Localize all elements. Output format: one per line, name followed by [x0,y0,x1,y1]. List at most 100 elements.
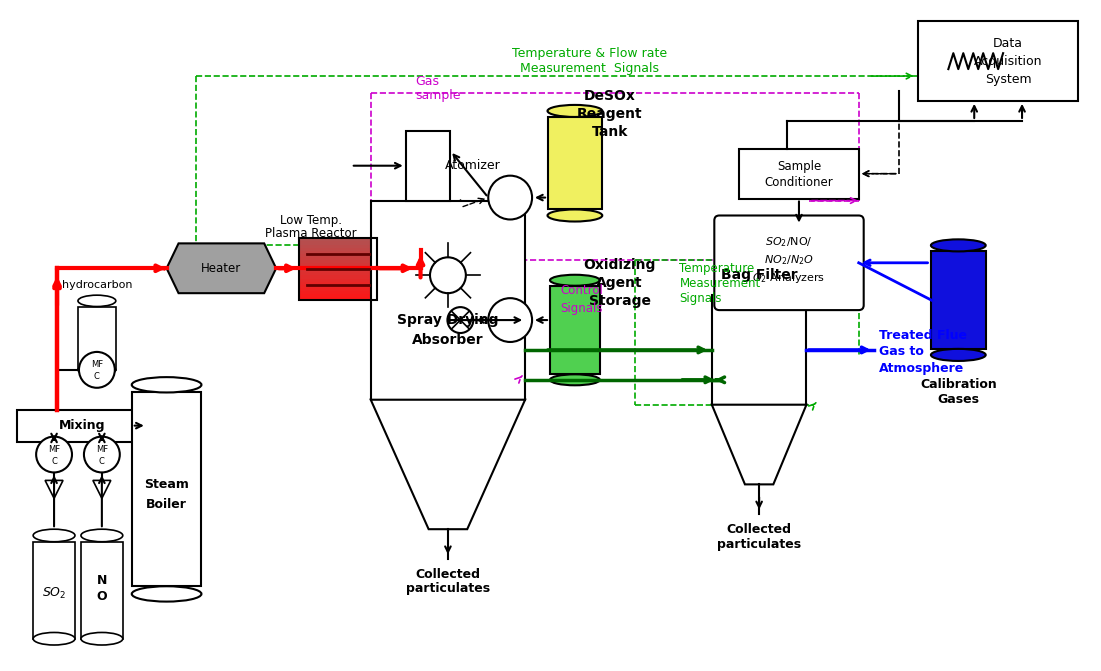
Text: Sample: Sample [777,160,821,173]
Text: Treated Flue: Treated Flue [879,329,967,342]
Text: DeSOx: DeSOx [584,89,635,103]
Bar [405,131,450,201]
Bar [299,254,377,257]
Bar [550,286,600,374]
Ellipse shape [931,240,985,252]
Bar [78,307,116,370]
Text: Collected: Collected [415,568,480,580]
Bar [299,297,377,300]
Text: Tank: Tank [591,125,628,139]
Bar [371,201,525,400]
Text: Storage: Storage [589,294,651,308]
Ellipse shape [78,295,116,307]
Bar [299,294,377,297]
Text: Absorber: Absorber [412,333,483,347]
Ellipse shape [550,374,600,385]
Ellipse shape [132,377,201,393]
Bar [299,278,377,282]
Bar [299,269,377,272]
Polygon shape [45,480,63,499]
Text: Gas: Gas [415,74,439,87]
Bar [299,266,377,269]
Text: C: C [99,457,105,466]
Bar [712,295,806,405]
Text: C: C [94,372,100,381]
Text: Atmosphere: Atmosphere [879,362,963,375]
Text: Collected: Collected [727,523,792,535]
Text: particulates: particulates [406,582,490,595]
Text: MF: MF [48,445,61,454]
Bar [299,282,377,285]
Text: sample: sample [415,89,461,103]
Text: Atomizer: Atomizer [445,159,501,172]
Text: Bag Filter: Bag Filter [721,268,797,282]
Ellipse shape [81,529,123,541]
Text: Acquisition: Acquisition [974,54,1043,68]
Text: Signals: Signals [679,292,722,305]
Text: System: System [984,72,1032,86]
Text: hydrocarbon: hydrocarbon [62,280,132,291]
Circle shape [430,257,466,293]
Ellipse shape [81,633,123,645]
Ellipse shape [33,529,75,541]
Bar [299,260,377,263]
Text: Data: Data [993,37,1023,50]
FancyBboxPatch shape [715,215,863,310]
Circle shape [447,307,473,333]
Bar [299,238,377,300]
Bar [299,248,377,251]
Text: Signals: Signals [560,301,602,315]
Bar [931,252,985,349]
Circle shape [79,352,115,388]
Text: Measurement: Measurement [679,276,761,290]
Bar [299,272,377,276]
Polygon shape [166,244,276,293]
Text: Plasma Reactor: Plasma Reactor [265,227,357,240]
Circle shape [488,176,532,219]
Polygon shape [92,480,111,499]
Ellipse shape [931,349,985,361]
Ellipse shape [132,586,201,602]
Bar [132,393,201,586]
Text: $SO_2$/NO/: $SO_2$/NO/ [765,236,813,250]
Text: Boiler: Boiler [146,498,187,511]
Bar [299,276,377,278]
Ellipse shape [78,364,116,376]
Text: Temperature: Temperature [679,262,754,275]
Text: Low Temp.: Low Temp. [280,214,342,227]
Text: Measurement  Signals: Measurement Signals [521,62,659,74]
Bar [918,21,1078,101]
Text: Steam: Steam [144,478,189,491]
Polygon shape [371,400,525,529]
Text: Temperature & Flow rate: Temperature & Flow rate [512,47,667,60]
Bar [299,291,377,294]
Text: Reagent: Reagent [577,107,643,121]
Bar [81,541,123,639]
Text: Calibration: Calibration [920,378,996,391]
Bar [299,257,377,260]
Text: Control: Control [560,284,603,297]
Text: Oxidizing: Oxidizing [584,258,656,272]
Ellipse shape [550,274,600,286]
Text: N: N [97,574,107,588]
Bar [299,288,377,291]
Text: Spray Drying: Spray Drying [397,313,499,327]
Text: $SO_2$: $SO_2$ [42,586,66,601]
Text: MF: MF [96,445,108,454]
Ellipse shape [33,633,75,645]
Bar [299,251,377,254]
Bar [299,244,377,248]
Text: MF: MF [90,360,103,369]
Bar [299,238,377,242]
Bar [547,117,602,209]
Text: Gas to: Gas to [879,346,924,358]
Circle shape [84,437,120,472]
Text: particulates: particulates [717,537,802,551]
Circle shape [36,437,72,472]
Text: $NO_2$/$N_2O$: $NO_2$/$N_2O$ [764,254,814,267]
Bar [18,410,146,442]
Text: Mixing: Mixing [58,419,106,432]
Bar [299,242,377,244]
Bar [739,149,859,199]
Polygon shape [712,405,806,484]
